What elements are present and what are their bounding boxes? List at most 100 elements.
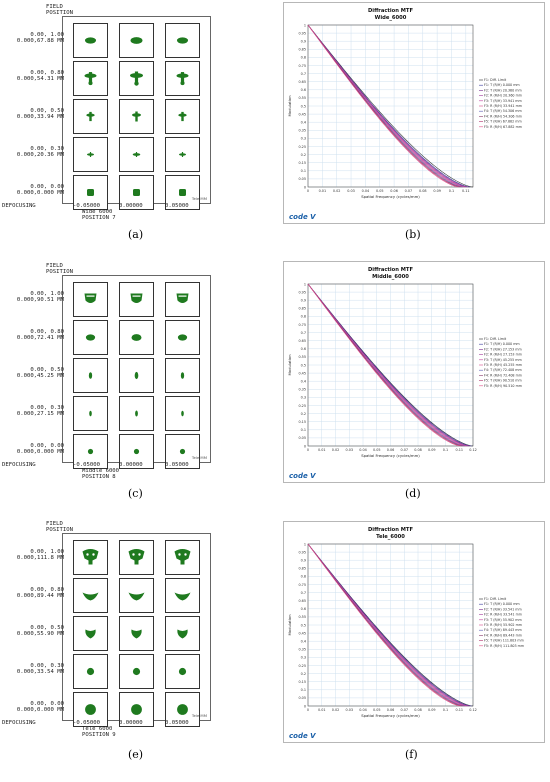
spot-mark [128, 549, 145, 565]
spot-cell [119, 540, 154, 575]
legend-entry: F4: T (R/H) 89.443 mm [484, 628, 522, 632]
spot-cell [119, 137, 154, 172]
x-tick-label: 0.06 [387, 448, 395, 452]
plot-area [307, 543, 474, 707]
x-tick-label: 0 [307, 189, 309, 193]
spot-mark [85, 334, 96, 341]
spot-mark [180, 372, 185, 379]
mtf-chart-panel-d: Diffraction MTF Middle_6000 0 0.05 0.1 0.15 0.… [283, 261, 545, 483]
y-tick-label: 0.45 [298, 371, 306, 375]
defocusing-row: DEFOCUSING [2, 203, 36, 209]
x-tick-label: 0.08 [414, 708, 422, 712]
spot-mark [132, 553, 135, 556]
spot-mark [134, 71, 139, 85]
x-tick-label: 0.01 [318, 708, 326, 712]
spot-mark [132, 667, 141, 676]
defocus-value: 0.00000 [119, 203, 143, 209]
legend-entry: F3: R (R/H) 55.902 mm [484, 623, 522, 627]
field-label: 0.00, 0.30 0.000,33.54 MM [16, 663, 64, 676]
x-tick-label: 0.1 [443, 448, 448, 452]
legend-entry: F4: T (R/H) 54.306 mm [484, 109, 522, 113]
spot-cell [119, 358, 154, 393]
spot-diagram-frame: Tele MM [62, 533, 211, 727]
spot-cell [165, 434, 200, 469]
chart-title: Diffraction MTF [368, 8, 413, 14]
legend-entry: F4: R (R/H) 72.408 mm [484, 373, 522, 377]
x-tick-label: 0.05 [373, 448, 381, 452]
y-tick-label: 0.15 [298, 680, 306, 684]
y-tick-label: 0.95 [298, 550, 306, 554]
y-tick-label: 0.55 [298, 96, 306, 100]
spot-mark [184, 553, 187, 556]
spot-mark [177, 704, 188, 715]
chart-title: Diffraction MTF [368, 527, 413, 533]
spot-diagram-panel-e: FIELD POSITION Tele MM 0.00, 1.00 0.000,11… [2, 521, 270, 746]
spot-cell [119, 434, 154, 469]
spot-cell [119, 99, 154, 134]
panel-caption: (f) [405, 748, 418, 761]
field-label: 0.00, 0.80 0.000,72.41 MM [16, 329, 64, 342]
y-tick-label: 0.3 [301, 396, 306, 400]
spot-cell [165, 137, 200, 172]
x-tick-label: 0 [307, 448, 309, 452]
spot-cell [165, 616, 200, 651]
y-tick-label: 0.65 [298, 339, 306, 343]
spot-cell [73, 175, 108, 210]
x-axis-label: Spatial Frequency (cycles/mm) [361, 713, 420, 718]
spot-mark [84, 73, 97, 78]
legend-entry: F5: T (R/H) 111.803 mm [484, 639, 524, 643]
spot-mark [131, 704, 142, 715]
y-tick-label: 0 [304, 704, 306, 708]
x-tick-label: 0.05 [373, 708, 381, 712]
x-tick-label: 0.03 [347, 189, 355, 193]
x-tick-label: 0.12 [469, 448, 477, 452]
y-tick-label: 0.25 [298, 664, 306, 668]
spot-cell [165, 578, 200, 613]
spot-mark [130, 37, 143, 44]
spot-mark [87, 448, 94, 455]
field-label: 0.00, 0.00 0.000,0.000 MM [16, 443, 64, 456]
legend-entry: F5: R (R/H) 111.803 mm [484, 644, 524, 648]
spot-cell [119, 692, 154, 727]
spot-cell [119, 396, 154, 431]
x-tick-label: 0.02 [332, 448, 340, 452]
defocus-value: 0.05000 [165, 462, 189, 468]
y-tick-label: 0.8 [301, 56, 306, 60]
legend-entry: F4: R (R/H) 54.306 mm [484, 114, 522, 118]
field-label: 0.00, 0.80 0.000,89.44 MM [16, 587, 64, 600]
x-tick-label: 0.07 [400, 708, 408, 712]
spot-mark [131, 629, 142, 639]
x-tick-label: 0.04 [359, 708, 367, 712]
y-tick-label: 0.65 [298, 80, 306, 84]
spot-mark [89, 152, 92, 157]
chart-border [283, 521, 545, 743]
configuration-name: Tele 6000 [82, 726, 113, 732]
y-tick-label: 0.85 [298, 48, 306, 52]
x-tick-label: 0.1 [449, 189, 454, 193]
y-tick-label: 0.8 [301, 315, 306, 319]
scale-bar-label: Tele MM [191, 455, 207, 460]
legend-entry: F1: T (R/H) 0.000 mm [484, 342, 520, 346]
y-tick-label: 0.15 [298, 420, 306, 424]
y-tick-label: 0.4 [301, 640, 306, 644]
spot-cell [165, 692, 200, 727]
position-label: POSITION 8 [82, 474, 116, 480]
y-tick-label: 0.6 [301, 347, 306, 351]
y-tick-label: 0.9 [301, 299, 306, 303]
panel-caption: (a) [128, 228, 144, 241]
y-tick-label: 0.3 [301, 656, 306, 660]
plot-area [307, 283, 474, 447]
y-axis-label: Modulation [287, 354, 292, 376]
plot-area [307, 24, 474, 188]
spot-cell [119, 578, 154, 613]
y-tick-label: 0.15 [298, 161, 306, 165]
y-tick-label: 0.6 [301, 607, 306, 611]
y-tick-label: 0.65 [298, 599, 306, 603]
spot-cell [119, 616, 154, 651]
spot-mark [85, 629, 96, 639]
y-tick-label: 0.9 [301, 40, 306, 44]
chart-border [283, 2, 545, 224]
field-label: 0.00, 0.80 0.000,54.31 MM [16, 70, 64, 83]
legend-entry: F2: R (R/H) 20.360 mm [484, 94, 522, 98]
spot-cell [73, 358, 108, 393]
